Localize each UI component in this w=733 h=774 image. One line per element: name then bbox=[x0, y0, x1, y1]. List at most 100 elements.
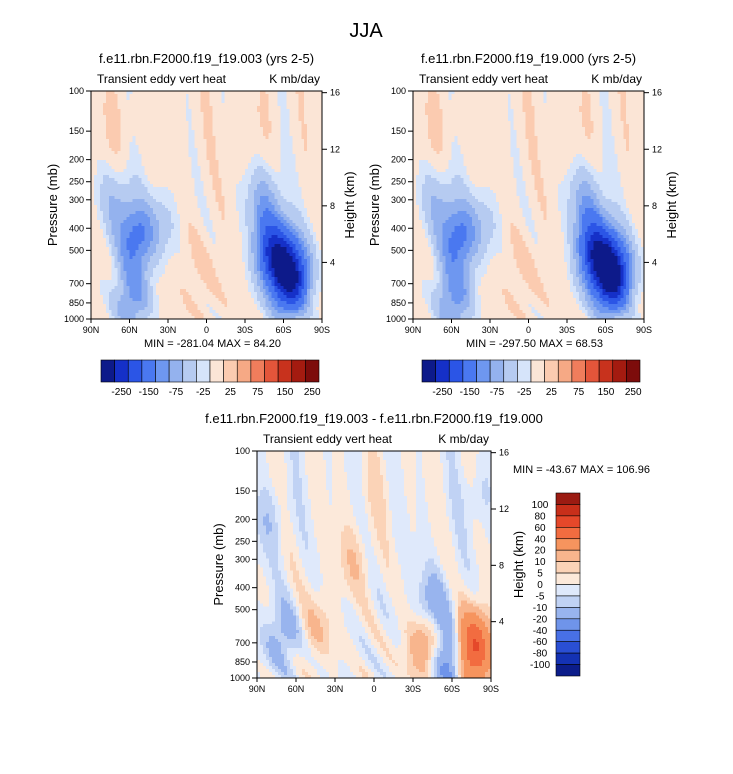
field-cell bbox=[313, 244, 316, 247]
field-cell bbox=[121, 232, 124, 235]
field-cell bbox=[192, 169, 195, 172]
field-cell bbox=[127, 199, 130, 202]
field-cell bbox=[215, 256, 218, 259]
field-cell bbox=[106, 175, 109, 178]
field-cell bbox=[289, 130, 292, 133]
field-cell bbox=[313, 256, 316, 259]
field-cell bbox=[94, 232, 97, 235]
field-cell bbox=[168, 229, 171, 232]
field-cell bbox=[195, 94, 198, 97]
field-cell bbox=[100, 124, 103, 127]
field-cell bbox=[156, 94, 159, 97]
field-cell bbox=[127, 247, 130, 250]
field-cell bbox=[174, 262, 177, 265]
field-cell bbox=[135, 97, 138, 100]
field-cell bbox=[195, 157, 198, 160]
field-cell bbox=[198, 178, 201, 181]
field-cell bbox=[127, 94, 130, 97]
field-cell bbox=[284, 157, 287, 160]
field-cell bbox=[153, 103, 156, 106]
field-cell bbox=[165, 187, 168, 190]
field-cell bbox=[275, 148, 278, 151]
field-cell bbox=[236, 172, 239, 175]
field-cell bbox=[138, 235, 141, 238]
field-cell bbox=[100, 154, 103, 157]
field-cell bbox=[153, 259, 156, 262]
field-cell bbox=[209, 127, 212, 130]
field-cell bbox=[198, 142, 201, 145]
field-cell bbox=[124, 280, 127, 283]
field-cell bbox=[174, 223, 177, 226]
field-cell bbox=[109, 184, 112, 187]
field-cell bbox=[135, 175, 138, 178]
field-cell bbox=[186, 265, 189, 268]
field-cell bbox=[221, 256, 224, 259]
field-cell bbox=[97, 163, 100, 166]
field-cell bbox=[121, 241, 124, 244]
field-cell bbox=[310, 214, 313, 217]
field-cell bbox=[100, 250, 103, 253]
field-cell bbox=[230, 247, 233, 250]
field-cell bbox=[248, 187, 251, 190]
field-cell bbox=[218, 193, 221, 196]
field-cell bbox=[106, 280, 109, 283]
field-cell bbox=[221, 235, 224, 238]
field-cell bbox=[209, 274, 212, 277]
field-cell bbox=[272, 202, 275, 205]
field-cell bbox=[118, 184, 121, 187]
field-cell bbox=[201, 118, 204, 121]
field-cell bbox=[198, 241, 201, 244]
field-cell bbox=[310, 205, 313, 208]
field-cell bbox=[180, 109, 183, 112]
field-cell bbox=[186, 121, 189, 124]
field-cell bbox=[118, 154, 121, 157]
field-cell bbox=[162, 268, 165, 271]
field-cell bbox=[150, 133, 153, 136]
field-cell bbox=[171, 178, 174, 181]
field-cell bbox=[313, 91, 316, 94]
field-cell bbox=[168, 100, 171, 103]
field-cell bbox=[207, 115, 210, 118]
field-cell bbox=[269, 142, 272, 145]
field-cell bbox=[180, 151, 183, 154]
field-cell bbox=[242, 154, 245, 157]
field-cell bbox=[118, 244, 121, 247]
field-cell bbox=[112, 142, 115, 145]
field-cell bbox=[286, 166, 289, 169]
field-cell bbox=[109, 163, 112, 166]
field-cell bbox=[94, 133, 97, 136]
field-cell bbox=[94, 262, 97, 265]
field-cell bbox=[269, 229, 272, 232]
field-cell bbox=[135, 244, 138, 247]
field-cell bbox=[307, 94, 310, 97]
field-cell bbox=[269, 181, 272, 184]
field-cell bbox=[207, 211, 210, 214]
field-cell bbox=[224, 145, 227, 148]
field-cell bbox=[159, 244, 162, 247]
field-cell bbox=[278, 127, 281, 130]
field-cell bbox=[248, 190, 251, 193]
field-cell bbox=[156, 100, 159, 103]
field-cell bbox=[292, 250, 295, 253]
field-cell bbox=[227, 103, 230, 106]
field-cell bbox=[132, 133, 135, 136]
field-cell bbox=[135, 91, 138, 94]
field-cell bbox=[106, 274, 109, 277]
field-cell bbox=[218, 166, 221, 169]
field-cell bbox=[269, 91, 272, 94]
field-cell bbox=[236, 199, 239, 202]
field-cell bbox=[106, 268, 109, 271]
field-cell bbox=[138, 160, 141, 163]
field-cell bbox=[91, 253, 94, 256]
field-cell bbox=[307, 250, 310, 253]
field-cell bbox=[224, 265, 227, 268]
field-cell bbox=[150, 166, 153, 169]
field-cell bbox=[144, 139, 147, 142]
field-cell bbox=[224, 280, 227, 283]
field-cell bbox=[186, 277, 189, 280]
field-cell bbox=[221, 271, 224, 274]
field-cell bbox=[313, 280, 316, 283]
field-cell bbox=[171, 133, 174, 136]
field-cell bbox=[195, 238, 198, 241]
field-cell bbox=[198, 214, 201, 217]
